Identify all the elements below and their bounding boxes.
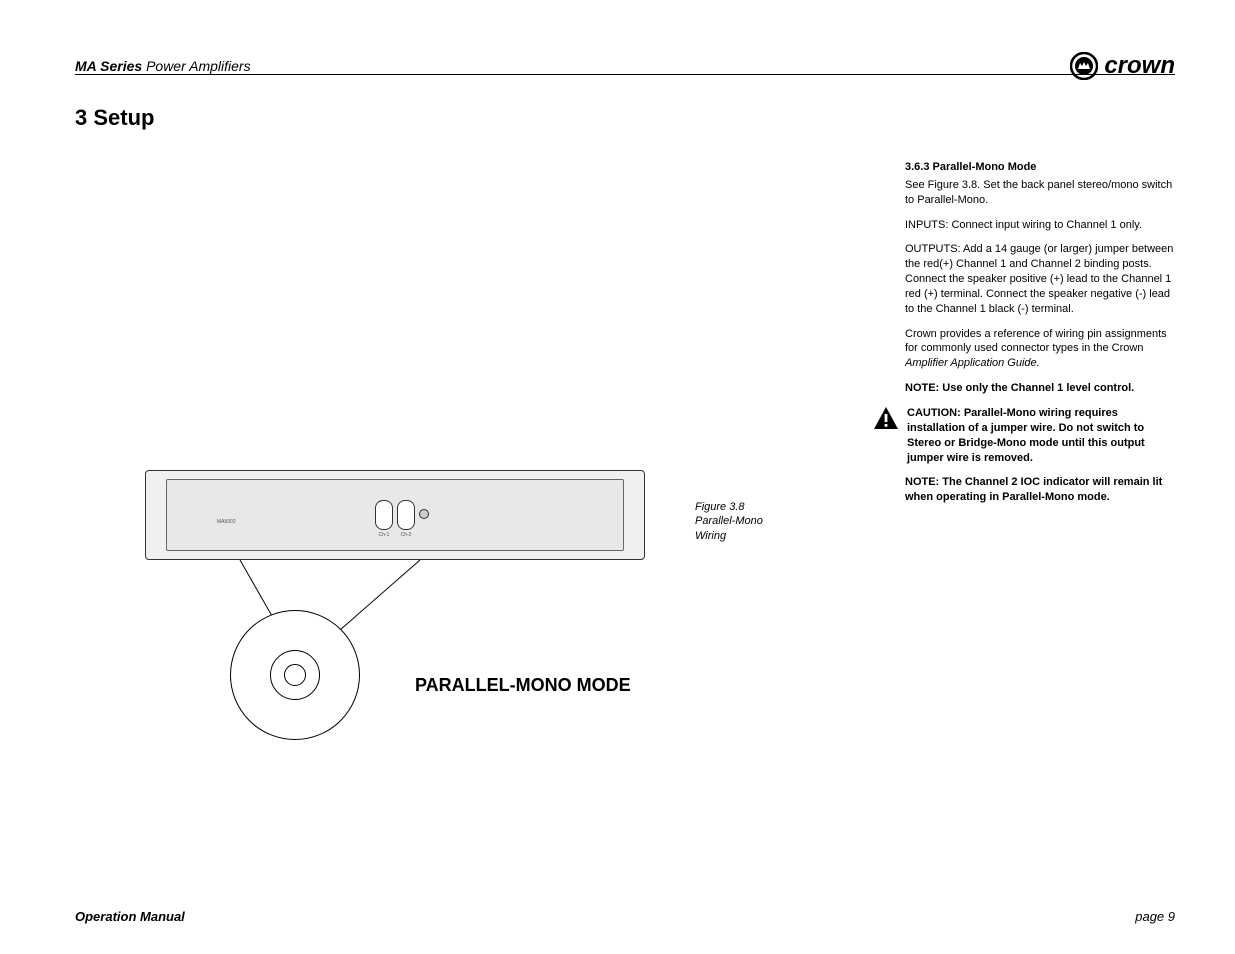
- content-area: MA5002 Ch-1 Ch-2: [75, 160, 1175, 894]
- caution-row: CAUTION: Parallel-Mono wiring requires i…: [905, 406, 1175, 465]
- brand-text: crown: [1104, 52, 1175, 80]
- note-ioc: NOTE: The Channel 2 IOC indicator will r…: [905, 475, 1175, 505]
- paragraph-outputs: OUTPUTS: Add a 14 gauge (or larger) jump…: [905, 242, 1175, 316]
- header-row: MA Series Power Amplifiers crown: [75, 52, 1175, 80]
- speaker-cone-inner: [284, 664, 306, 686]
- knob-ch1: [375, 500, 393, 530]
- page: MA Series Power Amplifiers crown 3 Setup…: [0, 0, 1235, 954]
- figure-caption: Figure 3.8 Parallel-Mono Wiring: [695, 500, 795, 543]
- speaker-icon: [230, 610, 360, 740]
- power-indicator: [419, 509, 429, 519]
- warning-icon: [873, 406, 899, 430]
- knob-group: Ch-1 Ch-2: [375, 500, 415, 530]
- paragraph-reference: Crown provides a reference of wiring pin…: [905, 327, 1175, 372]
- series-title: MA Series Power Amplifiers: [75, 58, 251, 74]
- caption-line1: Figure 3.8: [695, 501, 745, 513]
- paragraph-reference-text: Crown provides a reference of wiring pin…: [905, 328, 1167, 355]
- series-rest: Power Amplifiers: [142, 58, 250, 74]
- crown-logo-icon: [1070, 52, 1098, 80]
- amplifier-body: MA5002 Ch-1 Ch-2: [145, 470, 645, 560]
- amp-model-label: MA5002: [217, 519, 236, 525]
- caution-text: CAUTION: Parallel-Mono wiring requires i…: [907, 406, 1175, 465]
- note-channel1: NOTE: Use only the Channel 1 level contr…: [905, 381, 1175, 396]
- wiring-diagram: MA5002 Ch-1 Ch-2: [145, 470, 645, 560]
- caption-line2: Parallel-Mono: [695, 515, 763, 527]
- right-column: 3.6.3 Parallel-Mono Mode See Figure 3.8.…: [905, 160, 1175, 515]
- caption-line3: Wiring: [695, 530, 726, 542]
- guide-title: Amplifier Application Guide.: [905, 357, 1040, 369]
- header-rule: [75, 74, 1175, 75]
- subsection-heading: 3.6.3 Parallel-Mono Mode: [905, 160, 1175, 175]
- mode-label: PARALLEL-MONO MODE: [415, 675, 631, 696]
- knob-ch2: [397, 500, 415, 530]
- paragraph-inputs: INPUTS: Connect input wiring to Channel …: [905, 218, 1175, 233]
- section-title: 3 Setup: [75, 105, 154, 131]
- brand-logo: crown: [1070, 52, 1175, 80]
- amplifier-face: MA5002 Ch-1 Ch-2: [166, 479, 624, 551]
- footer-manual: Operation Manual: [75, 909, 185, 924]
- knob-ch2-label: Ch-2: [397, 532, 415, 538]
- footer: Operation Manual page 9: [75, 909, 1175, 924]
- caution-icon-wrap: [873, 406, 899, 435]
- paragraph-intro: See Figure 3.8. Set the back panel stere…: [905, 178, 1175, 208]
- knob-ch1-label: Ch-1: [375, 532, 393, 538]
- series-bold: MA Series: [75, 58, 142, 74]
- footer-page: page 9: [1135, 909, 1175, 924]
